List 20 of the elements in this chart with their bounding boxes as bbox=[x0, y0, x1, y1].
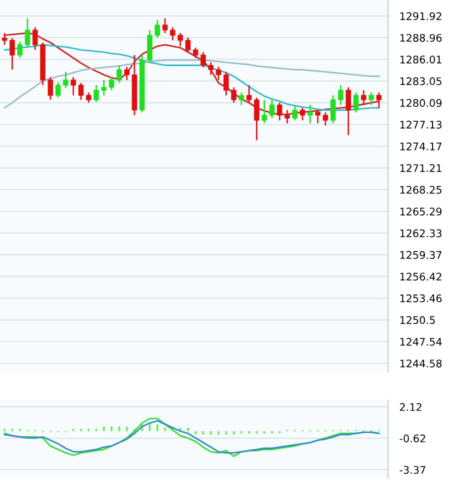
y-tick-label: 1253.46 bbox=[400, 294, 442, 302]
y-tick-label: 1274.17 bbox=[400, 142, 442, 150]
y-tick-label: 1277.13 bbox=[400, 120, 442, 129]
y-tick-label: 1250.5 bbox=[400, 316, 435, 324]
y-tick-label: 1247.54 bbox=[400, 338, 442, 346]
y-tick-label: 2.12 bbox=[400, 403, 422, 411]
y-tick-label: -3.37 bbox=[400, 466, 426, 474]
y-tick-label: 1280.09 bbox=[400, 99, 442, 107]
y-tick-label: 1268.25 bbox=[400, 186, 442, 194]
y-tick-label: 1291.92 bbox=[400, 12, 442, 20]
y-tick-label: 1271.21 bbox=[400, 164, 442, 172]
y-tick-label: -0.62 bbox=[400, 434, 426, 442]
y-tick-label: 1244.58 bbox=[400, 360, 442, 368]
y-tick-label: 1265.29 bbox=[400, 208, 442, 216]
y-tick-label: 1288.96 bbox=[400, 34, 442, 42]
y-tick-label: 1256.42 bbox=[400, 272, 442, 281]
y-tick-label: 1262.33 bbox=[400, 229, 442, 238]
y-tick-label: 1283.05 bbox=[400, 77, 442, 86]
y-tick-label: 1286.01 bbox=[400, 56, 442, 64]
y-tick-label: 1259.37 bbox=[400, 251, 442, 259]
